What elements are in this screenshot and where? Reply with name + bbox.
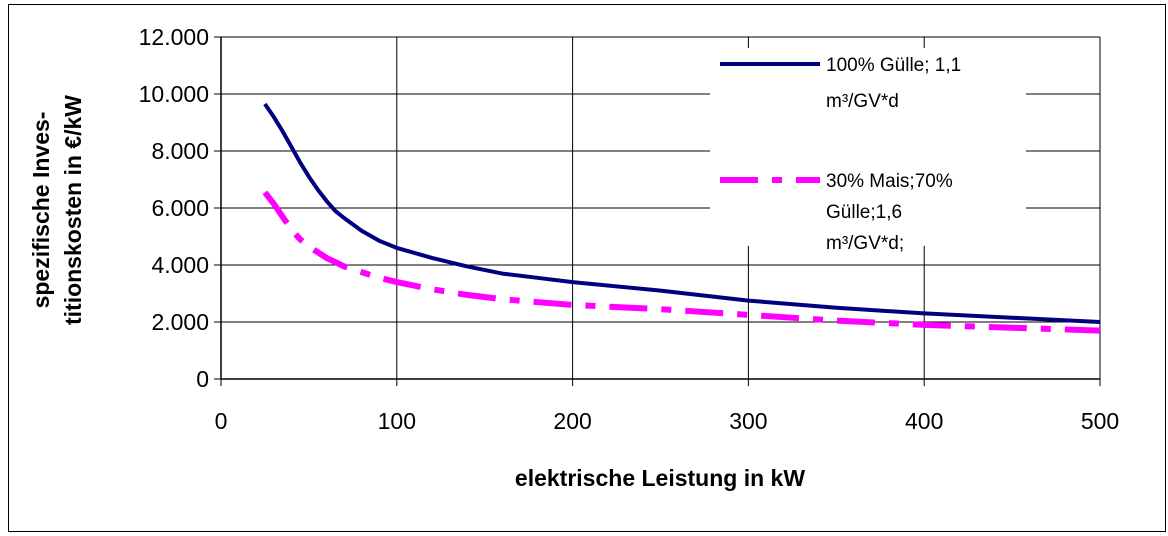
x-tick-label: 100 <box>378 408 416 434</box>
tick-labels: 0 2.000 4.000 6.000 8.000 10.000 12.000 0 100 200… <box>139 24 1120 434</box>
legend-label-series-2-line-1: 30% Mais;70% <box>826 171 953 192</box>
y-tick-label: 12.000 <box>139 24 209 50</box>
y-tick-label: 8.000 <box>151 138 209 164</box>
y-axis-title-line-2: titionskosten in €/kW <box>60 95 86 325</box>
y-tick-label: 2.000 <box>151 309 209 335</box>
legend-label-series-1-line-1: 100% Gülle; 1,1 <box>826 55 961 76</box>
legend: 100% Gülle; 1,1 m³/GV*d 30% Mais;70% Gül… <box>710 48 1026 254</box>
x-axis-title: elektrische Leistung in kW <box>515 465 805 491</box>
legend-label-series-2-line-3: m³/GV*d; <box>826 233 904 254</box>
y-tick-label: 10.000 <box>139 81 209 107</box>
y-tick-label: 6.000 <box>151 195 209 221</box>
legend-label-series-2-line-2: Gülle;1,6 <box>826 202 902 223</box>
series-line-1 <box>263 102 1101 324</box>
series-line-2 <box>262 190 1101 334</box>
legend-label-series-1-line-2: m³/GV*d <box>826 91 899 112</box>
y-tick-label: 0 <box>196 366 209 392</box>
legend-box <box>710 48 1026 246</box>
y-axis-title-line-1: spezifische Inves- <box>28 112 54 309</box>
x-tick-label: 0 <box>215 408 228 434</box>
x-tick-label: 500 <box>1081 408 1119 434</box>
x-tick-label: 200 <box>553 408 591 434</box>
x-tick-label: 400 <box>905 408 943 434</box>
series-lines <box>262 102 1101 334</box>
y-tick-label: 4.000 <box>151 252 209 278</box>
x-tick-label: 300 <box>729 408 767 434</box>
axes <box>214 36 1101 386</box>
